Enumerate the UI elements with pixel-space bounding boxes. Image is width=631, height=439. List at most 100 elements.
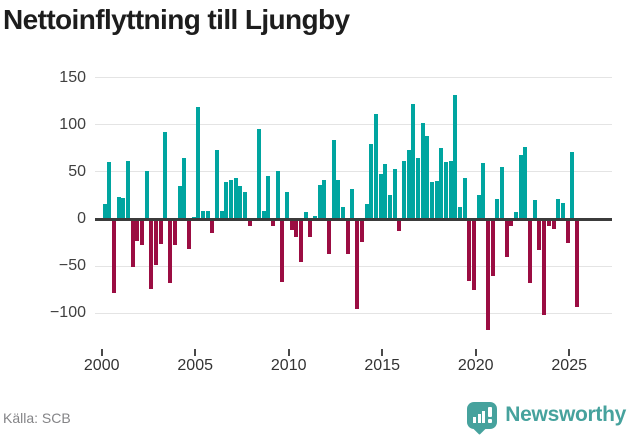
bar-2009Q1 [271,220,275,227]
bar-2006Q2 [219,210,224,219]
bar-2004Q2 [182,157,187,219]
x-tick-2000 [100,349,103,356]
bar-2019Q3 [467,220,472,281]
bar-2018Q2 [443,162,448,219]
bar-2009Q3 [280,220,285,282]
bar-2023Q4 [546,220,551,227]
gridline-100 [95,124,612,126]
bar-2012Q2 [331,139,336,219]
bar-2022Q3 [523,147,528,219]
bar-2015Q4 [397,220,402,231]
bar-2008Q2 [256,128,261,219]
bar-2005Q3 [205,210,210,219]
gridline-50 [95,171,612,173]
x-tick-2010 [287,349,290,356]
bar-2002Q2 [144,170,149,219]
bar-2020Q4 [490,220,495,277]
mini-bar-2 [477,413,481,423]
bar-2019Q2 [462,178,467,219]
x-tick-2020 [474,349,477,356]
bar-2005Q2 [200,210,205,219]
newsworthy-chart-bubble-icon [467,401,498,435]
bar-2000Q3 [112,220,117,294]
bar-2021Q4 [509,220,514,227]
bar-2018Q1 [439,148,444,219]
bar-2014Q2 [369,143,374,219]
bar-2007Q2 [238,186,243,219]
bar-2017Q2 [425,136,430,219]
bar-2010Q4 [303,212,308,219]
gridline--100 [95,312,612,314]
bar-2014Q4 [378,173,383,219]
y-axis-label-150: 150 [59,68,86,86]
bar-2007Q4 [247,220,252,227]
bar-2025Q2 [574,220,579,308]
bar-2001Q1 [121,198,126,219]
bar-2025Q1 [570,152,575,219]
bar-2024Q2 [556,199,561,219]
bubble-tail [473,421,487,435]
x-axis-label-2020: 2020 [457,357,494,374]
bar-2008Q4 [266,175,271,219]
bar-2023Q1 [532,200,537,219]
bar-2012Q1 [327,220,332,255]
bar-2012Q3 [336,180,341,219]
x-tick-2025 [568,349,571,356]
bar-2022Q2 [518,154,523,219]
exclamation-dot [488,419,492,423]
bar-2007Q1 [233,177,238,219]
bar-2021Q3 [504,220,509,258]
bar-2005Q1 [196,106,201,219]
bar-2016Q3 [411,104,416,219]
bar-2014Q3 [373,114,378,219]
exclamation-mark [488,406,492,417]
bar-2021Q1 [495,199,500,219]
bar-2010Q3 [299,220,304,262]
bar-2008Q3 [261,210,266,219]
bar-2005Q4 [210,220,215,233]
source-note: Källa: SCB [3,410,71,426]
bar-2018Q3 [448,160,453,219]
newsworthy-logo: Newsworthy [467,398,626,435]
bar-2006Q3 [224,182,229,219]
chart-title: Nettoinflyttning till Ljungby [3,4,350,35]
bar-2002Q4 [154,220,159,265]
bar-2002Q3 [149,220,154,290]
bar-2023Q2 [537,220,542,250]
zero-axis-line [95,217,612,221]
bar-2007Q3 [242,191,247,219]
bar-2020Q3 [486,220,491,330]
mini-bar-1 [473,416,477,423]
bar-2024Q3 [560,202,565,219]
bar-2001Q2 [126,160,131,219]
bar-2016Q1 [401,160,406,219]
bar-2019Q4 [472,220,477,291]
bar-2017Q4 [434,181,439,219]
y-axis-label-50: 50 [68,162,86,180]
bar-2003Q4 [172,220,177,245]
bar-2017Q3 [429,182,434,219]
y-axis-label-0: 0 [77,210,86,227]
bar-2010Q2 [294,220,299,237]
bar-2006Q4 [228,180,233,219]
bar-2001Q4 [135,220,140,242]
plot-area [95,70,612,348]
x-axis-label-2010: 2010 [270,357,307,374]
bar-2013Q1 [345,220,350,255]
gridline--50 [95,265,612,267]
x-axis-label-2005: 2005 [177,357,213,374]
bar-2015Q2 [387,195,392,219]
bar-2018Q4 [453,94,458,219]
bar-2015Q1 [383,164,388,219]
bar-2016Q4 [415,157,420,219]
x-tick-2015 [381,349,384,356]
newsworthy-wordmark: Newsworthy [505,403,626,426]
bar-2024Q1 [551,220,556,229]
gridline-150 [95,77,612,79]
bar-2014Q1 [364,203,369,219]
bar-2003Q2 [163,132,168,219]
bar-2015Q3 [392,169,397,219]
bar-2001Q3 [130,220,135,267]
bar-2000Q1 [102,203,107,219]
bar-2006Q1 [214,150,219,219]
